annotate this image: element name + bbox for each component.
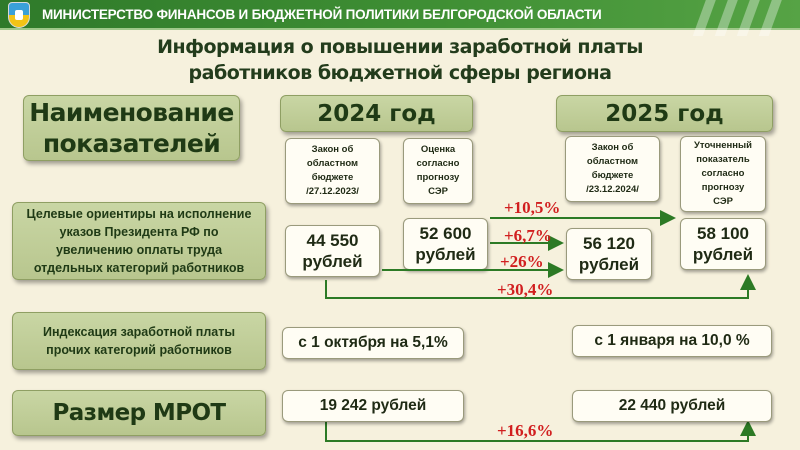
note-line: прогнозу bbox=[416, 172, 460, 183]
row-label-line: отдельных категорий работников bbox=[33, 261, 245, 275]
note-line: согласно bbox=[701, 168, 745, 179]
indicators-header-line1: Наименование bbox=[29, 98, 234, 127]
value-law-2025: 56 120 рублей bbox=[566, 228, 652, 280]
arrow-mrot-growth bbox=[325, 420, 756, 442]
growth-label-a: +10,5% bbox=[504, 198, 561, 217]
row-label-line: указов Президента РФ по bbox=[59, 225, 219, 239]
note-line: бюджете bbox=[591, 170, 634, 181]
value-amount: 44 550 bbox=[306, 231, 359, 250]
row-label-line: прочих категорий работников bbox=[46, 343, 232, 357]
year-2025-header: 2025 год bbox=[556, 95, 773, 132]
row-label-line: увеличению оплаты труда bbox=[55, 243, 223, 257]
row-label-line: Целевые ориентиры на исполнение bbox=[26, 207, 252, 221]
growth-label-b: +6,7% bbox=[504, 226, 552, 245]
note-line: бюджете bbox=[311, 172, 354, 183]
note-line: прогнозу bbox=[701, 182, 745, 193]
growth-label-e: +16,6% bbox=[497, 421, 554, 440]
page-title-line2: работников бюджетной сферы региона bbox=[188, 62, 612, 84]
value-unit: рублей bbox=[415, 245, 476, 264]
note-line: Закон об bbox=[311, 144, 354, 155]
note-line: СЭР bbox=[428, 186, 448, 197]
indicators-header-line2: показателей bbox=[42, 129, 221, 158]
value-unit: рублей bbox=[578, 255, 640, 274]
ministry-title: МИНИСТЕРСТВО ФИНАНСОВ И БЮДЖЕТНОЙ ПОЛИТИ… bbox=[42, 7, 602, 22]
arrow-law2024-to-refined bbox=[325, 274, 756, 299]
growth-label-c: +26% bbox=[500, 252, 544, 271]
note-line: /27.12.2023/ bbox=[306, 186, 359, 197]
note-estimate-2024: Оценка согласно прогнозу СЭР bbox=[403, 138, 473, 204]
note-line: Уточненный bbox=[694, 140, 752, 151]
year-2024-header: 2024 год bbox=[280, 95, 473, 132]
note-line: Закон об bbox=[591, 142, 634, 153]
mrot-2025: 22 440 рублей bbox=[572, 390, 772, 422]
indicators-header: Наименование показателей bbox=[23, 95, 240, 161]
note-line: СЭР bbox=[713, 196, 733, 207]
row-indexation-label: Индексация заработной платы прочих катег… bbox=[12, 312, 266, 370]
note-line: Оценка bbox=[420, 144, 456, 155]
note-line: согласно bbox=[416, 158, 460, 169]
value-estimate-2024: 52 600 рублей bbox=[403, 218, 488, 270]
indexation-2025: с 1 января на 10,0 % bbox=[572, 325, 772, 357]
coat-of-arms-icon bbox=[8, 2, 30, 28]
value-unit: рублей bbox=[302, 252, 363, 271]
row-label-line: Индексация заработной платы bbox=[42, 325, 236, 339]
note-line: /23.12.2024/ bbox=[586, 184, 639, 195]
note-line: показатель bbox=[696, 154, 750, 165]
note-law-2024: Закон об областном бюджете /27.12.2023/ bbox=[285, 138, 380, 204]
value-unit: рублей bbox=[692, 245, 754, 264]
row-targets-label: Целевые ориентиры на исполнение указов П… bbox=[12, 202, 266, 280]
value-amount: 58 100 bbox=[697, 224, 749, 243]
page-title-line1: Информация о повышении заработной платы bbox=[157, 36, 643, 58]
indexation-2024: с 1 октября на 5,1% bbox=[282, 327, 464, 359]
note-line: областном bbox=[306, 158, 359, 169]
note-refined-2025: Уточненный показатель согласно прогнозу … bbox=[680, 136, 766, 212]
value-refined-2025: 58 100 рублей bbox=[680, 218, 766, 270]
header-bar: МИНИСТЕРСТВО ФИНАНСОВ И БЮДЖЕТНОЙ ПОЛИТИ… bbox=[0, 0, 800, 36]
row-mrot-label: Размер МРОТ bbox=[12, 390, 266, 436]
value-law-2024: 44 550 рублей bbox=[285, 225, 380, 277]
note-law-2025: Закон об областном бюджете /23.12.2024/ bbox=[565, 136, 660, 202]
growth-label-d: +30,4% bbox=[497, 280, 554, 299]
value-amount: 56 120 bbox=[583, 234, 635, 253]
mrot-2024: 19 242 рублей bbox=[282, 390, 464, 422]
value-amount: 52 600 bbox=[419, 224, 472, 243]
note-line: областном bbox=[586, 156, 639, 167]
